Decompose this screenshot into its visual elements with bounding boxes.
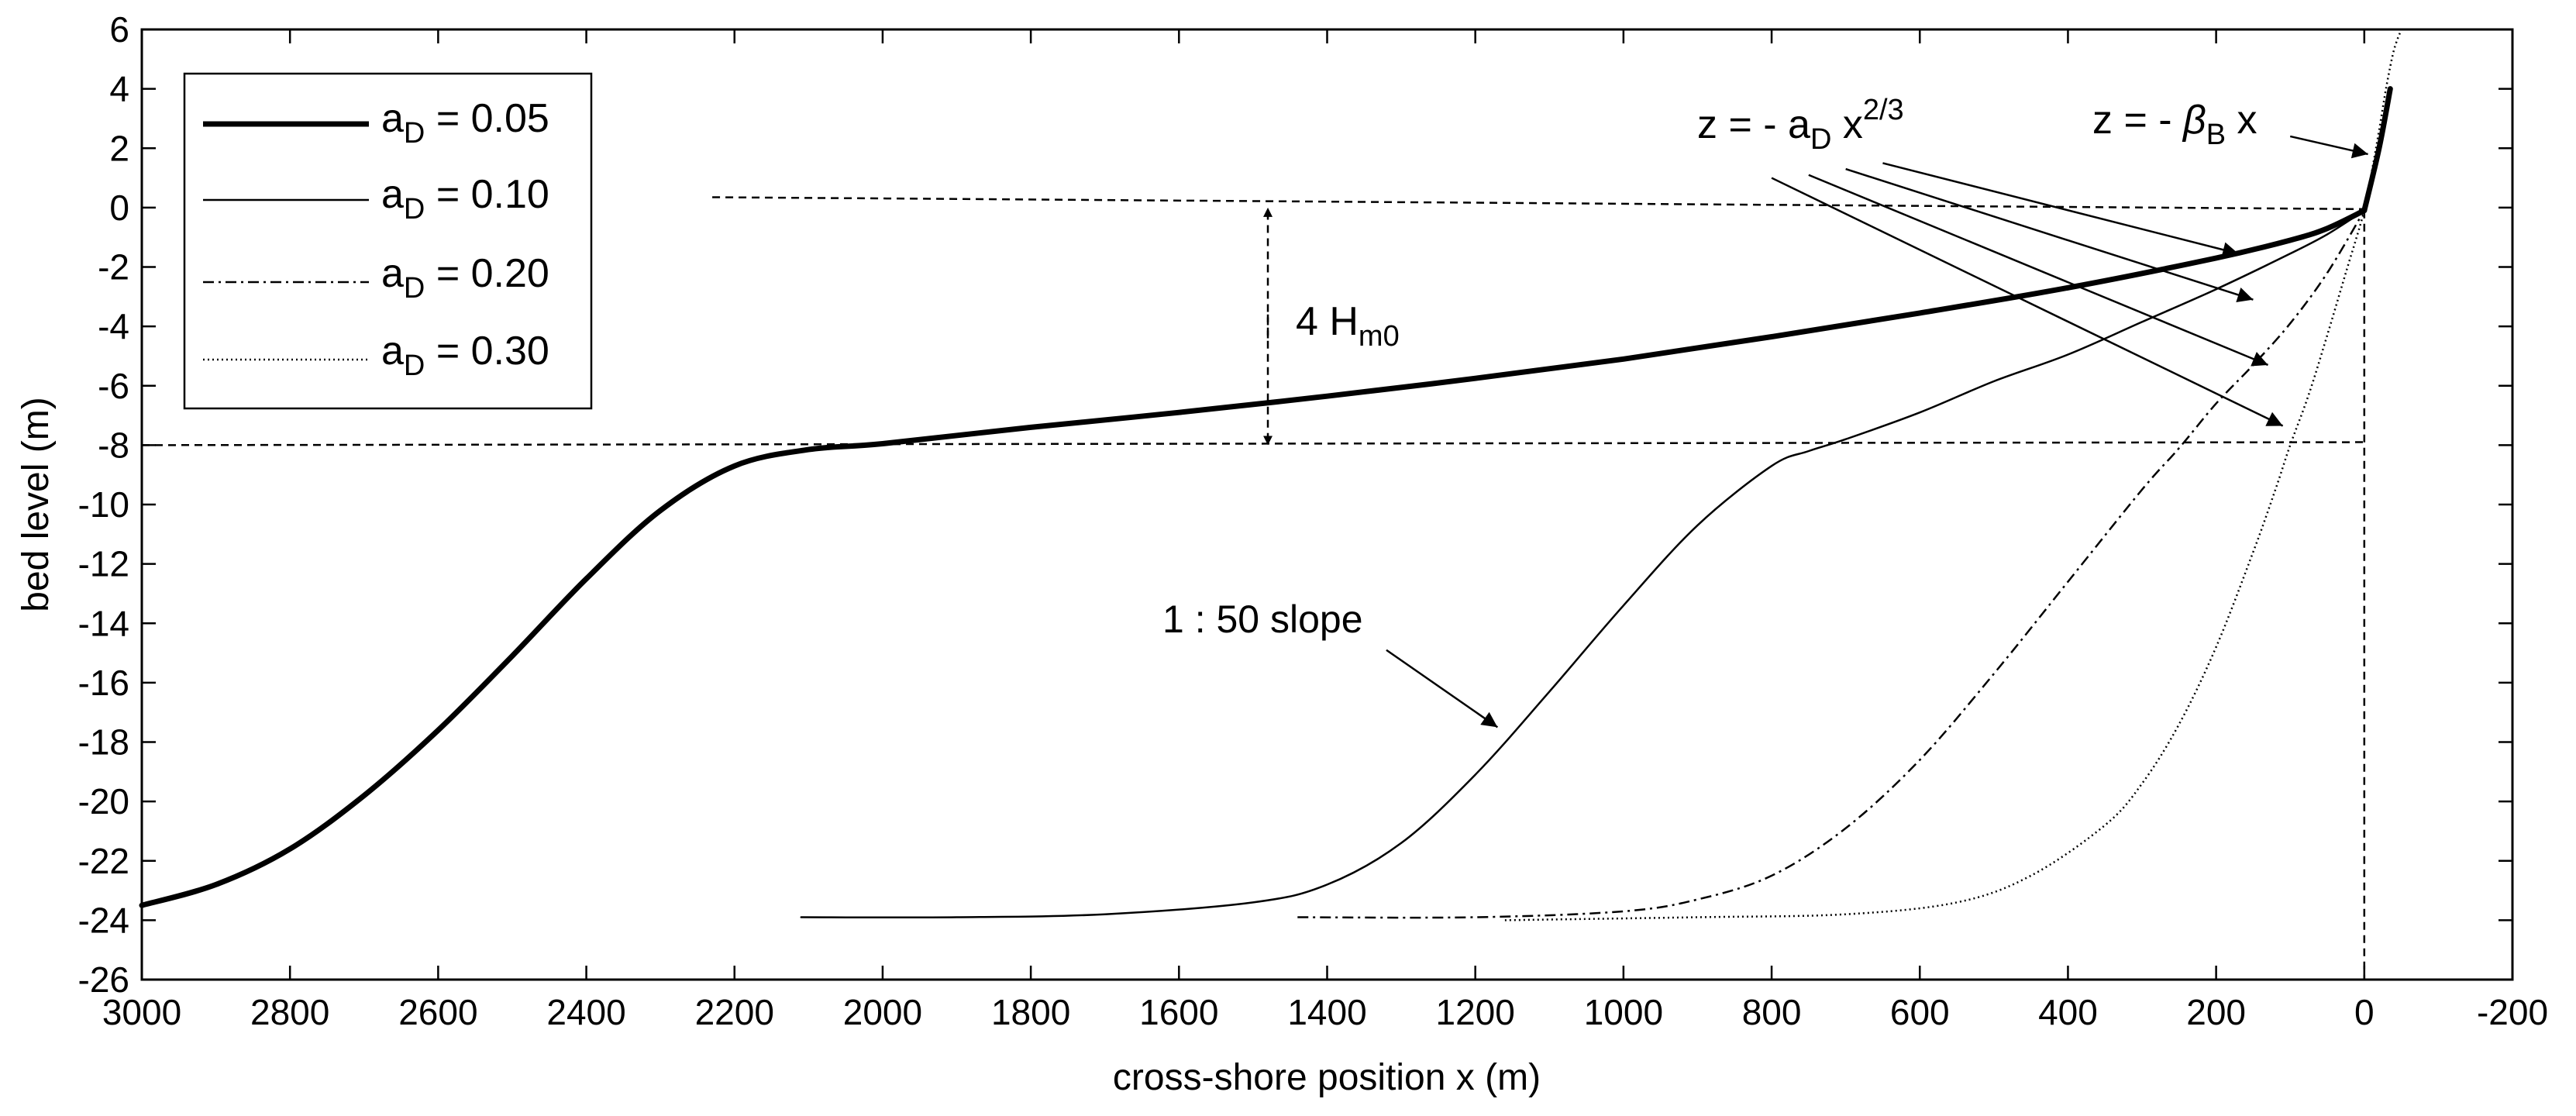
y-tick-label: 2 [109, 128, 129, 168]
y-tick-label: -2 [98, 247, 129, 288]
linear-label: z = - βB x [2092, 98, 2257, 151]
y-tick-label: -12 [78, 544, 129, 584]
x-tick-label: 2600 [398, 992, 477, 1032]
height-label: 4 Hm0 [1296, 299, 1400, 353]
y-axis-label: bed level (m) [15, 397, 57, 611]
x-tick-label: 1400 [1287, 992, 1366, 1032]
y-tick-label: -20 [78, 781, 129, 822]
power-arrow-4 [1771, 177, 2284, 427]
y-tick-label: 4 [109, 69, 129, 109]
series-line-2 [1297, 210, 2365, 919]
annotation-arrows [1263, 135, 2368, 728]
power-law-label: z = - aD x2/3 [1697, 94, 1904, 156]
x-tick-label: 400 [2038, 992, 2098, 1032]
y-tick-label: -10 [78, 484, 129, 525]
legend-label-005: aD = 0.05 [381, 96, 549, 150]
legend-label-020: aD = 0.20 [381, 251, 549, 305]
linear-arrow [2289, 135, 2368, 159]
axis-ticks: 3000 2800 2600 2400 2200 2000 1800 1600 1400 1200… [78, 9, 2549, 1032]
reference-lines [141, 196, 2366, 980]
series-line-1 [800, 209, 2366, 919]
y-tick-label: -16 [78, 663, 129, 703]
x-tick-label: 1800 [991, 992, 1070, 1032]
x-tick-label: 1600 [1139, 992, 1218, 1032]
x-tick-label: 2400 [546, 992, 625, 1032]
x-tick-label: 3000 [102, 992, 181, 1032]
x-tick-label: 800 [1742, 992, 1802, 1032]
upper-dashed-line [712, 196, 2364, 211]
legend-box [183, 72, 593, 410]
y-tick-label: -14 [78, 603, 129, 643]
x-tick-label: 600 [1890, 992, 1950, 1032]
legend-label-030: aD = 0.30 [381, 329, 549, 382]
x-tick-label: 0 [2354, 992, 2375, 1032]
x-axis-label: cross-shore position x (m) [1113, 1057, 1541, 1098]
x-tick-label: -200 [2477, 992, 2548, 1032]
legend-label-010: aD = 0.10 [381, 172, 549, 226]
x-tick-label: 2800 [250, 992, 329, 1032]
x-tick-label: 200 [2186, 992, 2246, 1032]
y-tick-label: -26 [78, 959, 129, 1000]
y-tick-label: -6 [98, 366, 129, 406]
y-tick-label: -24 [78, 900, 129, 940]
power-arrow-3 [1808, 174, 2269, 367]
series-line-4 [2361, 86, 2393, 214]
legend: aD = 0.05 aD = 0.10 aD = 0.20 aD = 0.30 [183, 72, 593, 410]
slope-label: 1 : 50 slope [1162, 598, 1363, 641]
slope-arrow [1386, 649, 1499, 728]
lower-dashed-line [141, 441, 2364, 446]
power-arrow-1 [1882, 162, 2239, 258]
y-tick-label: 6 [109, 9, 129, 50]
y-tick-label: -22 [78, 841, 129, 881]
x-tick-label: 1200 [1436, 992, 1515, 1032]
x-tick-label: 1000 [1584, 992, 1663, 1032]
y-tick-label: -4 [98, 306, 129, 346]
x-tick-label: 2000 [843, 992, 922, 1032]
series-line-0 [139, 208, 2368, 908]
series-line-3 [1504, 29, 2402, 921]
y-tick-label: -8 [98, 425, 129, 465]
y-tick-label: 0 [109, 188, 129, 228]
power-arrow-2 [1845, 167, 2254, 303]
x-tick-label: 2200 [695, 992, 774, 1032]
y-tick-label: -18 [78, 722, 129, 763]
